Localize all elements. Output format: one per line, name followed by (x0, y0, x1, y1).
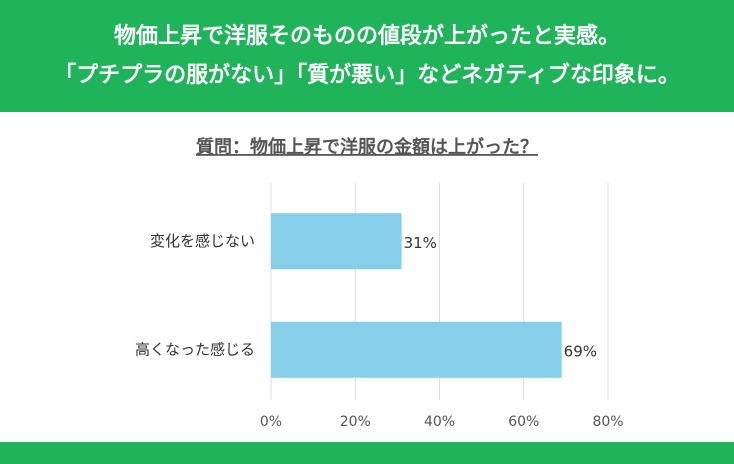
header-line: 「プチプラの服がない」「質が悪い」などネガティブな印象に。 (54, 62, 680, 88)
bar (271, 321, 562, 378)
x-tick-label: 80% (592, 414, 623, 430)
x-tick-label: 20% (340, 414, 371, 430)
x-tick-label: 40% (424, 414, 455, 430)
header-banner (0, 0, 734, 112)
y-tick-label: 高くなった感じる (135, 340, 255, 358)
y-tick-label: 変化を感じない (150, 232, 255, 250)
footer-banner (0, 442, 734, 464)
x-tick-label: 0% (260, 414, 282, 430)
x-tick-label: 60% (508, 414, 539, 430)
chart-title: 質問：物価上昇で洋服の金額は上がった？ (196, 136, 538, 158)
value-label: 31% (404, 234, 437, 252)
value-label: 69% (564, 342, 597, 360)
bar (271, 213, 402, 270)
header-line: 物価上昇で洋服そのものの値段が上がったと実感。 (114, 23, 620, 49)
